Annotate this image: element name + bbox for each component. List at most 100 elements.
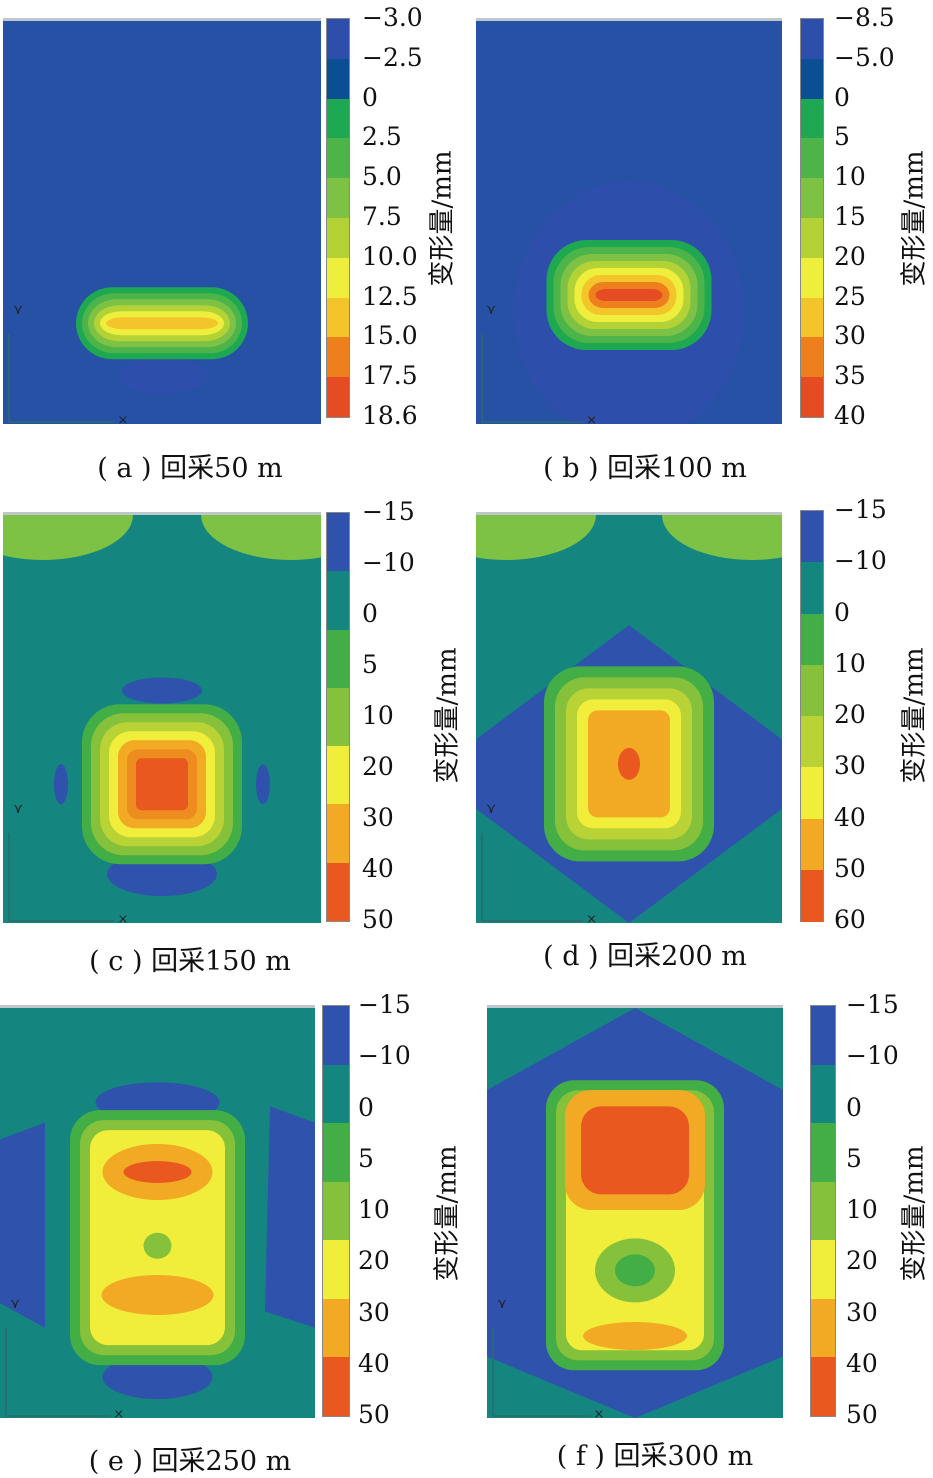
colorbar-3-segment xyxy=(327,804,349,864)
panel-caption-6: ( f ) 回采300 m xyxy=(556,1441,754,1472)
panel-caption-1: ( a ) 回采50 m xyxy=(97,453,283,484)
colorbar-3-tick-label: −10 xyxy=(362,548,415,577)
colorbar-5 xyxy=(322,1005,350,1417)
colorbar-1-tick-label: −2.5 xyxy=(362,42,423,72)
colorbar-2-segment xyxy=(801,218,823,259)
colorbar-1-tick-label: 7.5 xyxy=(362,202,402,231)
colorbar-6-segment xyxy=(811,1181,835,1241)
colorbar-4-label: 变形量/mm xyxy=(899,647,930,784)
colorbar-1-segment xyxy=(327,377,349,418)
colorbar-5-segment xyxy=(323,1006,349,1066)
colorbar-2-tick-label: 30 xyxy=(834,321,866,351)
colorbar-6-segment xyxy=(811,1123,835,1183)
contour-field-3: ⋎ × xyxy=(3,515,321,923)
colorbar-2-tick-label: 15 xyxy=(834,202,866,231)
colorbar-1-segment xyxy=(327,58,349,100)
svg-text:⋎: ⋎ xyxy=(13,801,23,817)
colorbar-6-tick-label: 40 xyxy=(846,1348,878,1378)
svg-text:×: × xyxy=(113,1407,124,1418)
colorbar-3-segment xyxy=(327,513,349,572)
panel-caption-3: ( c ) 回采150 m xyxy=(89,946,291,977)
colorbar-5-tick-label: −10 xyxy=(358,1041,411,1071)
colorbar-6-tick-label: −15 xyxy=(846,990,899,1019)
colorbar-4-segment xyxy=(801,511,823,563)
colorbar-6-tick-label: 50 xyxy=(846,1400,878,1429)
colorbar-5-segment xyxy=(323,1064,349,1124)
colorbar-1-segment xyxy=(327,98,349,139)
colorbar-3-segment xyxy=(327,687,349,747)
colorbar-4-tick-label: 10 xyxy=(834,648,866,678)
colorbar-2-tick-label: −5.0 xyxy=(834,42,895,72)
colorbar-6-segment xyxy=(811,1298,835,1358)
colorbar-3-tick-label: 10 xyxy=(362,701,394,730)
panel-caption-2: ( b ) 回采100 m xyxy=(543,453,747,484)
colorbar-3-tick-label: 20 xyxy=(362,752,394,781)
colorbar-4-segment xyxy=(801,869,823,922)
colorbar-4 xyxy=(800,510,824,922)
colorbar-1-tick-label: 12.5 xyxy=(362,281,418,311)
contour-plot-3: ⋎ × xyxy=(3,512,321,923)
colorbar-1-tick-label: 15.0 xyxy=(362,321,418,351)
colorbar-2-tick-label: 10 xyxy=(834,162,866,192)
colorbar-6-tick-label: 0 xyxy=(846,1092,862,1122)
colorbar-6-tick-label: 20 xyxy=(846,1246,878,1276)
colorbar-1 xyxy=(326,18,350,418)
colorbar-4-tick-label: 30 xyxy=(834,751,866,781)
colorbar-5-tick-label: −15 xyxy=(358,990,411,1019)
colorbar-6-tick-label: 10 xyxy=(846,1195,878,1224)
colorbar-5-tick-label: 50 xyxy=(358,1400,390,1429)
contour-field-4: ⋎ × xyxy=(476,515,782,923)
colorbar-2-segment xyxy=(801,178,823,219)
colorbar-4-segment xyxy=(801,767,823,819)
colorbar-4-segment xyxy=(801,818,823,871)
colorbar-2-tick-label: 20 xyxy=(834,241,866,271)
contour-field-2: ⋎ × xyxy=(476,21,782,424)
contour-plot-5: ⋎ × xyxy=(0,1005,315,1418)
colorbar-4-tick-label: 60 xyxy=(834,905,866,934)
svg-text:⋎: ⋎ xyxy=(10,1296,20,1312)
colorbar-3 xyxy=(326,512,350,922)
contour-plot-2: ⋎ × xyxy=(476,18,782,424)
colorbar-2-tick-label: 40 xyxy=(834,401,866,430)
colorbar-1-tick-label: 17.5 xyxy=(362,361,418,391)
colorbar-5-segment xyxy=(323,1123,349,1183)
colorbar-5-segment xyxy=(323,1240,349,1300)
colorbar-4-tick-label: −15 xyxy=(834,495,887,524)
colorbar-5-tick-label: 0 xyxy=(358,1092,374,1122)
colorbar-1-tick-label: 5.0 xyxy=(362,162,402,192)
colorbar-6-segment xyxy=(811,1357,835,1417)
colorbar-2-segment xyxy=(801,19,823,60)
colorbar-2-tick-label: 35 xyxy=(834,361,866,391)
colorbar-1-segment xyxy=(327,218,349,259)
colorbar-5-tick-label: 5 xyxy=(358,1143,374,1173)
colorbar-2-tick-label: −8.5 xyxy=(834,3,895,32)
panel-caption-5: ( e ) 回采250 m xyxy=(88,1446,292,1477)
colorbar-4-segment xyxy=(801,562,823,614)
svg-text:×: × xyxy=(586,413,597,424)
colorbar-5-tick-label: 30 xyxy=(358,1297,390,1327)
colorbar-4-segment xyxy=(801,716,823,768)
colorbar-4-tick-label: 20 xyxy=(834,700,866,729)
colorbar-3-tick-label: 40 xyxy=(362,854,394,883)
colorbar-3-label: 变形量/mm xyxy=(432,647,463,784)
svg-text:⋎: ⋎ xyxy=(486,302,496,318)
colorbar-5-segment xyxy=(323,1357,349,1417)
colorbar-1-label: 变形量/mm xyxy=(427,150,458,287)
colorbar-3-segment xyxy=(327,862,349,922)
colorbar-1-segment xyxy=(327,337,349,378)
colorbar-1-segment xyxy=(327,297,349,338)
colorbar-3-segment xyxy=(327,629,349,689)
contour-field-5: ⋎ × xyxy=(0,1008,315,1418)
contour-plot-4: ⋎ × xyxy=(476,512,782,923)
svg-text:×: × xyxy=(586,912,597,923)
colorbar-6-segment xyxy=(811,1006,835,1066)
svg-text:⋎: ⋎ xyxy=(497,1296,507,1312)
contour-plot-6: ⋎ × xyxy=(487,1005,783,1418)
colorbar-3-tick-label: 5 xyxy=(362,650,378,679)
colorbar-4-tick-label: 50 xyxy=(834,853,866,883)
colorbar-1-segment xyxy=(327,257,349,299)
colorbar-5-segment xyxy=(323,1181,349,1241)
colorbar-3-segment xyxy=(327,571,349,631)
colorbar-3-tick-label: −15 xyxy=(362,497,415,526)
colorbar-2-segment xyxy=(801,297,823,338)
